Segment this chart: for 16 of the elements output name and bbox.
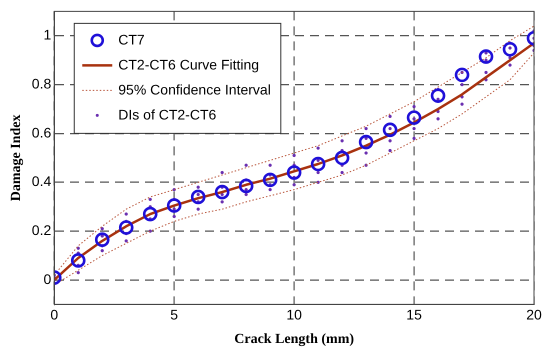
legend-label: CT7 (118, 31, 145, 48)
x-tick-label: 15 (406, 306, 422, 323)
y-tick-label: 0.8 (32, 76, 52, 92)
legend-label: 95% Confidence Interval (118, 81, 271, 98)
x-tick-label: 10 (286, 306, 302, 323)
x-tick-label: 5 (170, 306, 178, 323)
x-tick-label: 20 (526, 306, 542, 323)
x-axis-title: Crack Length (mm) (234, 332, 354, 348)
legend-label: CT2-CT6 Curve Fitting (118, 56, 260, 72)
y-axis-title: Damage Index (9, 114, 24, 202)
y-tick-label: 0.4 (32, 173, 52, 190)
legend-label: DIs of CT2-CT6 (118, 106, 216, 122)
y-tick-label: 0.2 (32, 222, 52, 238)
y-tick-label: 1 (43, 26, 52, 43)
y-tick-label: 0 (43, 270, 52, 287)
y-tick-label: 0.6 (32, 124, 52, 140)
